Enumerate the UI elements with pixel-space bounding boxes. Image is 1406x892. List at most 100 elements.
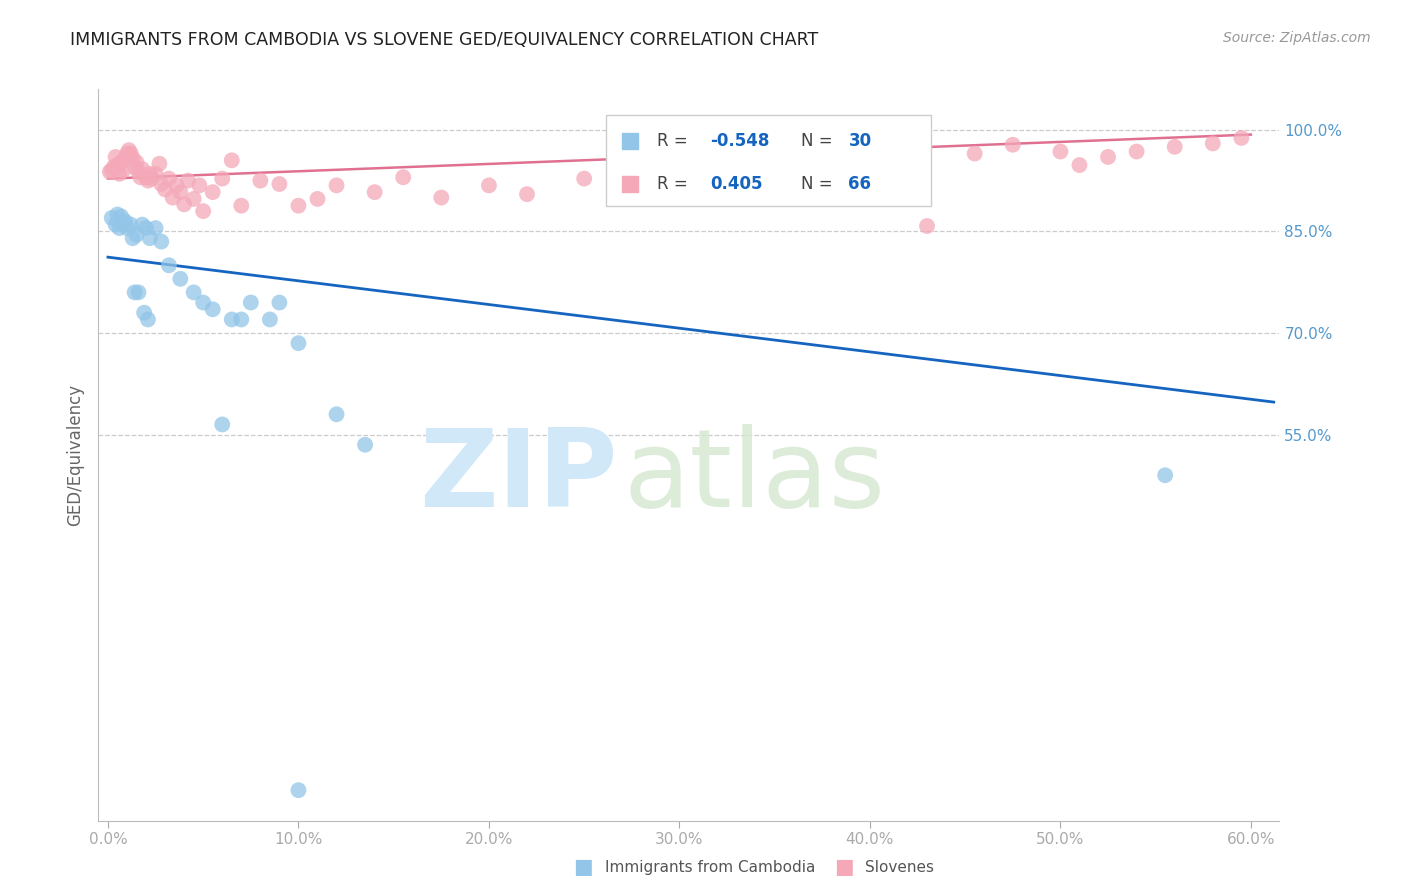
Point	[1230, 131, 1253, 145]
Point	[325, 178, 347, 193]
Point	[183, 192, 205, 206]
Point	[1202, 136, 1225, 151]
Point	[100, 163, 122, 178]
Point	[135, 170, 157, 185]
Point	[231, 312, 253, 326]
Point	[150, 177, 173, 191]
Point	[110, 210, 132, 224]
Point	[129, 170, 152, 185]
Point	[716, 171, 738, 186]
Point	[211, 417, 233, 432]
Text: ZIP: ZIP	[419, 424, 619, 530]
Point	[287, 783, 309, 797]
Point	[859, 133, 882, 147]
Point	[112, 218, 135, 232]
Point	[115, 146, 138, 161]
Point	[221, 312, 243, 326]
Text: 30: 30	[848, 132, 872, 150]
Text: 66: 66	[848, 175, 872, 193]
Point	[121, 151, 143, 165]
Point	[239, 295, 262, 310]
Point	[100, 211, 122, 225]
Point	[153, 182, 176, 196]
Text: Source: ZipAtlas.com: Source: ZipAtlas.com	[1223, 31, 1371, 45]
Point	[134, 306, 156, 320]
Point	[821, 145, 844, 159]
Point	[166, 178, 188, 193]
Point	[1163, 140, 1185, 154]
Point	[104, 218, 127, 232]
Point	[115, 221, 138, 235]
Point	[136, 312, 159, 326]
Point	[131, 218, 153, 232]
Point	[259, 312, 281, 326]
Point	[201, 302, 224, 317]
Point	[1049, 145, 1071, 159]
Point	[124, 160, 146, 174]
Point	[516, 187, 538, 202]
Point	[127, 285, 149, 300]
Point	[107, 158, 129, 172]
Point	[114, 151, 136, 165]
Point	[136, 173, 159, 188]
Point	[114, 214, 136, 228]
Point	[963, 146, 986, 161]
Point	[110, 155, 132, 169]
Text: ■: ■	[834, 857, 853, 877]
Point	[620, 158, 643, 172]
Point	[127, 165, 149, 179]
Point	[231, 199, 253, 213]
Point	[139, 231, 162, 245]
Point	[135, 221, 157, 235]
Y-axis label: GED/Equivalency: GED/Equivalency	[66, 384, 84, 526]
Point	[201, 185, 224, 199]
Text: Immigrants from Cambodia: Immigrants from Cambodia	[605, 860, 815, 874]
Point	[104, 150, 127, 164]
Point	[120, 146, 142, 161]
Point	[287, 199, 309, 213]
Point	[145, 221, 167, 235]
Text: ■: ■	[574, 857, 593, 877]
Point	[150, 235, 173, 249]
Point	[148, 157, 170, 171]
Text: 0.405: 0.405	[710, 175, 762, 193]
Point	[157, 171, 180, 186]
Point	[325, 407, 347, 421]
Point	[112, 163, 135, 178]
Point	[177, 173, 200, 188]
Point	[169, 185, 191, 199]
Point	[1097, 150, 1119, 164]
Text: atlas: atlas	[624, 424, 886, 530]
Point	[392, 170, 415, 185]
Point	[193, 204, 215, 219]
Text: N =: N =	[801, 132, 838, 150]
Point	[108, 221, 131, 235]
Point	[124, 285, 146, 300]
Point	[1125, 145, 1147, 159]
Point	[269, 177, 291, 191]
Text: -0.548: -0.548	[710, 132, 769, 150]
Point	[1069, 158, 1091, 172]
Point	[572, 171, 595, 186]
Point	[107, 207, 129, 221]
Text: N =: N =	[801, 175, 838, 193]
Point	[103, 160, 125, 174]
Point	[139, 167, 162, 181]
Text: R =: R =	[657, 175, 699, 193]
Point	[173, 197, 195, 211]
Point	[430, 190, 453, 204]
Point	[897, 140, 920, 154]
Point	[145, 167, 167, 181]
Point	[162, 190, 184, 204]
Point	[763, 140, 786, 154]
Point	[118, 143, 141, 157]
Point	[307, 192, 329, 206]
Text: Slovenes: Slovenes	[865, 860, 934, 874]
Point	[363, 185, 385, 199]
Point	[125, 227, 148, 242]
Point	[354, 438, 377, 452]
Point	[183, 285, 205, 300]
Point	[193, 295, 215, 310]
Point	[121, 231, 143, 245]
Point	[1001, 137, 1024, 152]
